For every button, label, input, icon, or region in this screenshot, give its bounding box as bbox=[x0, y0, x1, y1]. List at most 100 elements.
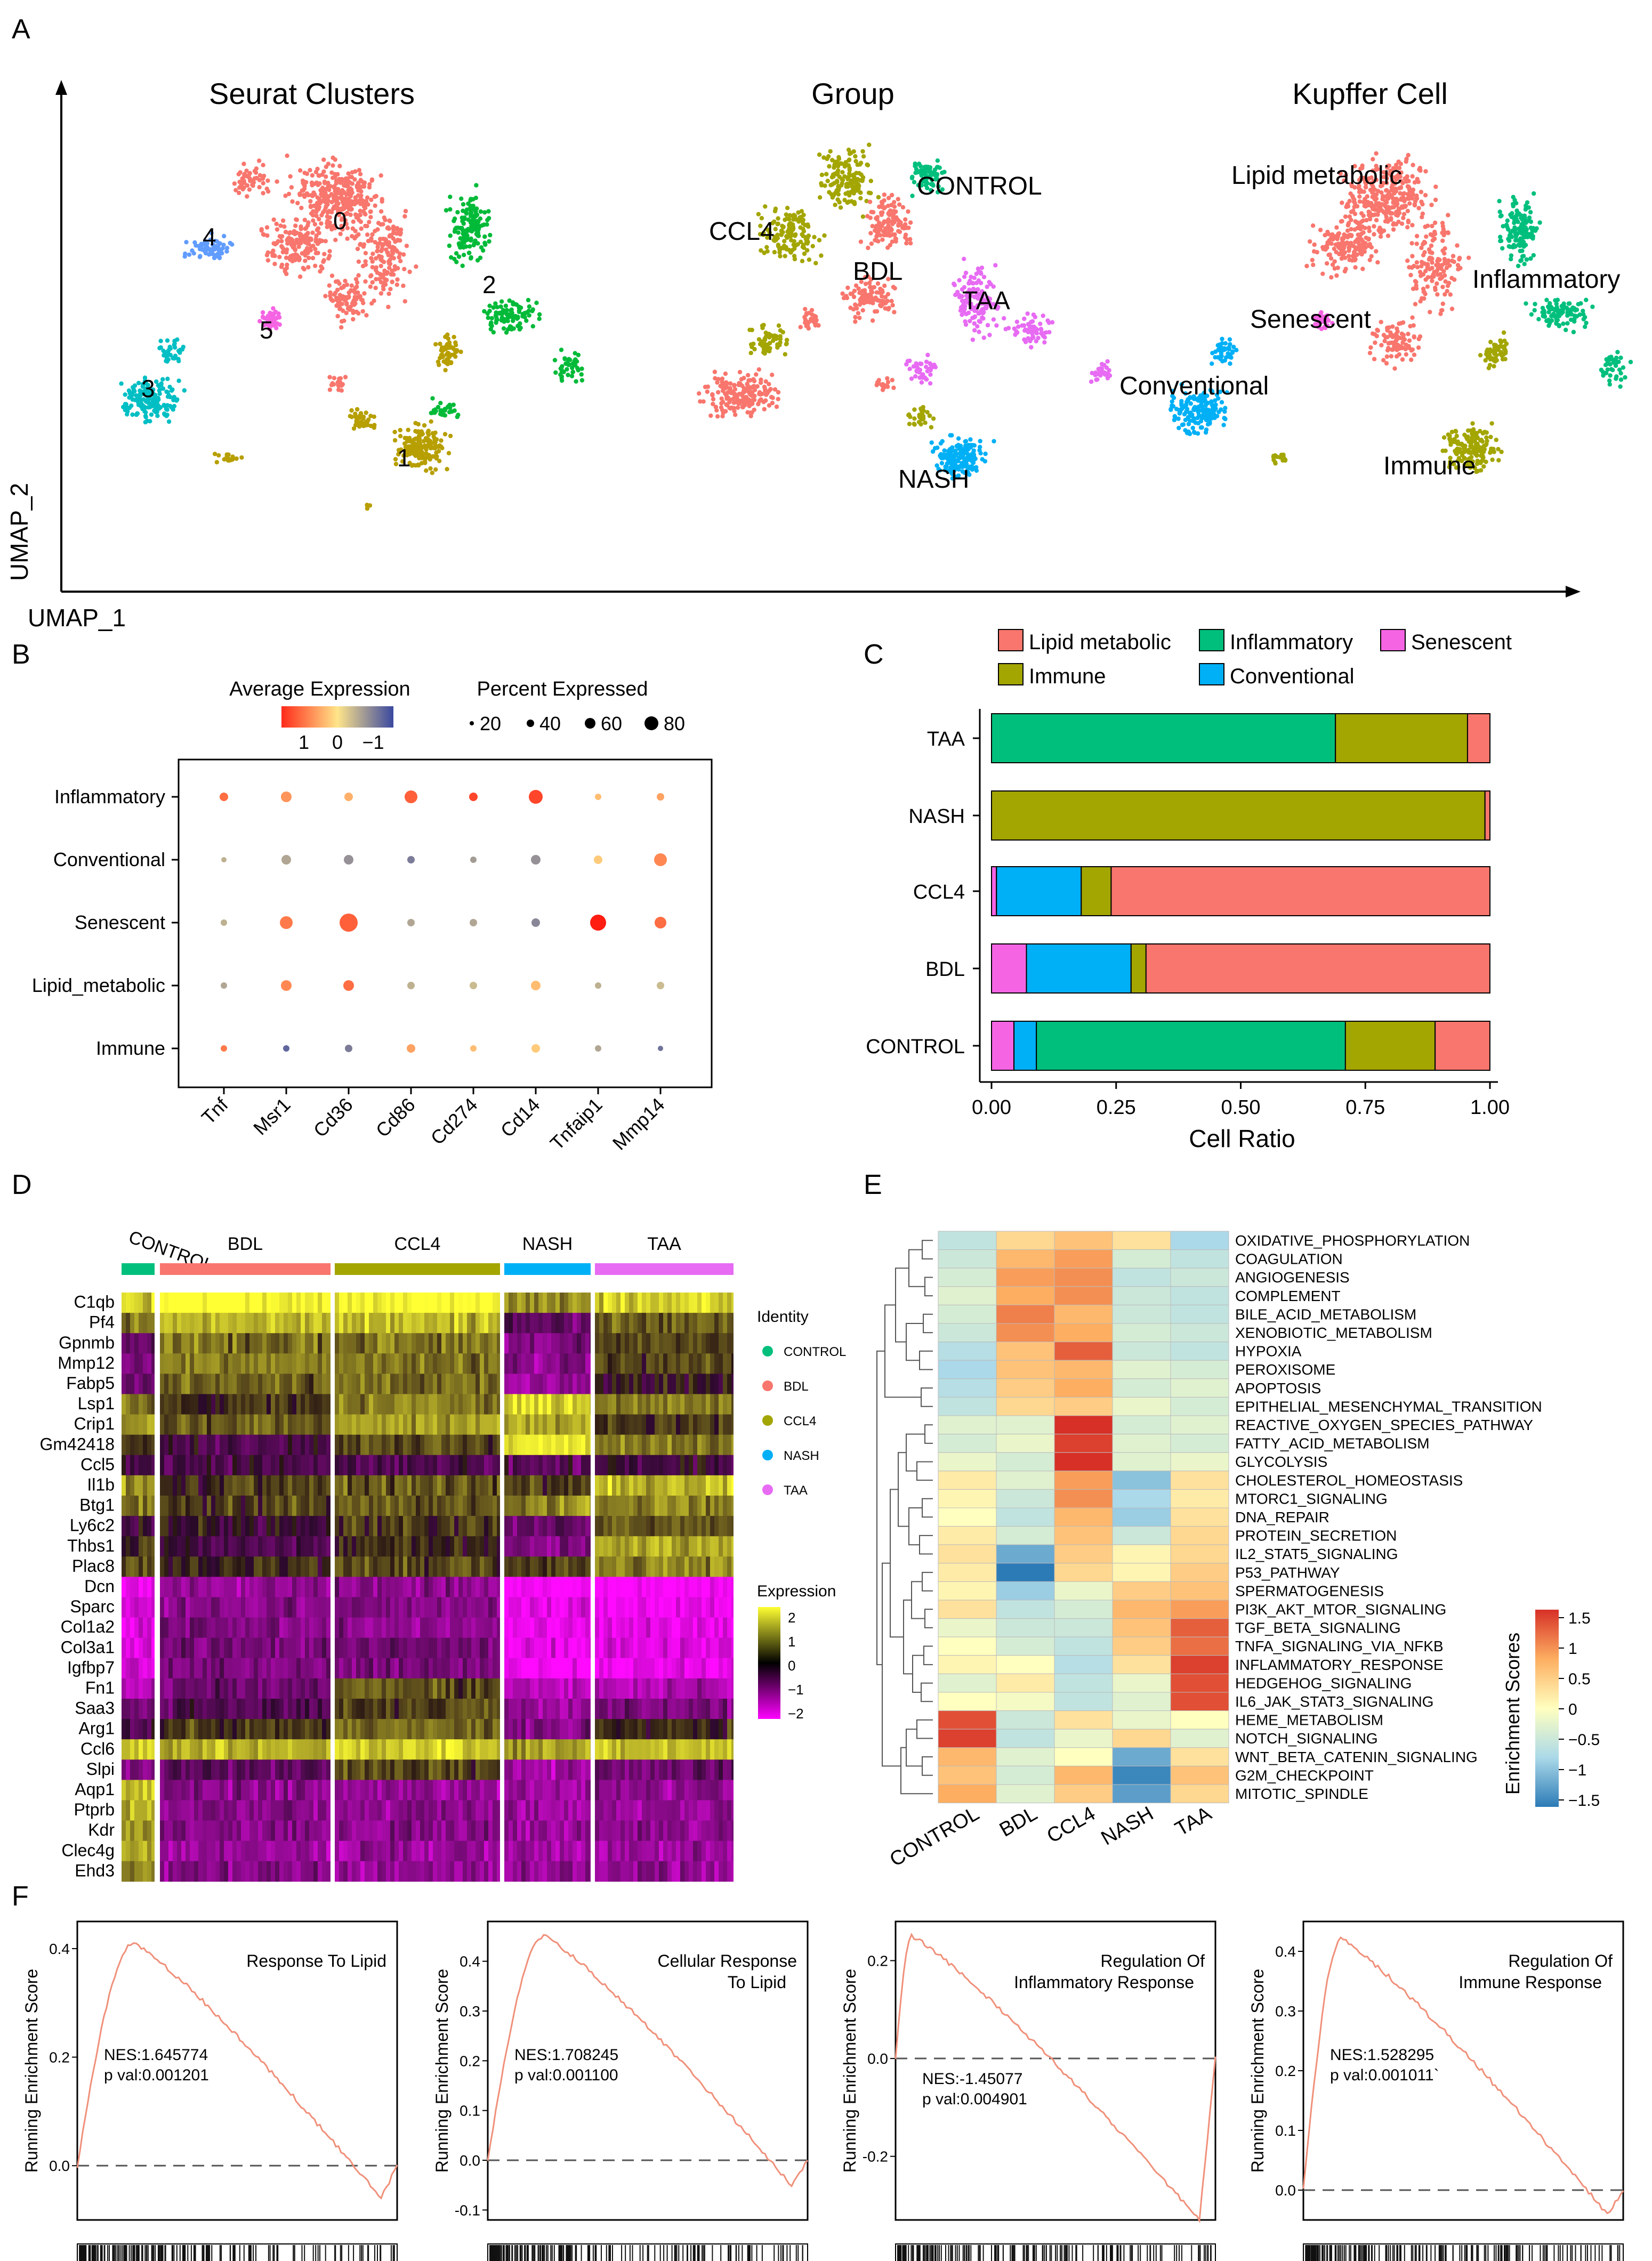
umap-point bbox=[1325, 261, 1329, 266]
umap-point bbox=[453, 354, 458, 359]
umap-point bbox=[903, 217, 908, 222]
umap-point bbox=[369, 301, 374, 306]
umap-point bbox=[1386, 341, 1391, 346]
heatmap-cell bbox=[249, 1313, 254, 1334]
umap-point bbox=[456, 254, 462, 259]
umap-point bbox=[1308, 239, 1312, 244]
umap-point bbox=[1036, 335, 1041, 341]
bar-segment bbox=[1145, 943, 1490, 994]
umap-point bbox=[1583, 324, 1587, 329]
umap-point bbox=[705, 389, 710, 394]
umap-point bbox=[925, 352, 930, 358]
umap-point bbox=[1407, 185, 1412, 190]
umap-point bbox=[453, 343, 458, 348]
heatmap-cell bbox=[143, 1313, 147, 1334]
heatmap-cell bbox=[313, 1313, 318, 1334]
dot bbox=[654, 853, 667, 866]
umap-point bbox=[1614, 376, 1618, 381]
umap-point bbox=[763, 330, 768, 335]
umap-point bbox=[160, 377, 165, 382]
umap-point bbox=[1454, 447, 1459, 453]
umap-point bbox=[1418, 299, 1423, 304]
umap-point bbox=[1192, 405, 1197, 409]
umap-point bbox=[780, 230, 785, 235]
bar-segment bbox=[991, 866, 997, 916]
umap-point bbox=[724, 381, 730, 386]
dot bbox=[470, 919, 477, 926]
heatmap-cell bbox=[237, 1313, 241, 1334]
umap-point bbox=[831, 193, 836, 198]
umap-point bbox=[1187, 431, 1192, 437]
umap-point bbox=[1498, 338, 1503, 343]
umap-point bbox=[291, 245, 295, 250]
heatmap-cell bbox=[667, 1293, 672, 1313]
heatmap-cell bbox=[262, 1313, 267, 1334]
umap-point bbox=[1329, 236, 1334, 240]
heatmap-cell bbox=[710, 1293, 714, 1313]
umap-point bbox=[940, 439, 945, 444]
umap-point bbox=[385, 225, 391, 230]
dot-row-label: Conventional bbox=[53, 849, 165, 870]
umap-point bbox=[1363, 225, 1367, 230]
umap-point bbox=[874, 309, 880, 314]
umap-point bbox=[777, 247, 782, 252]
umap-point bbox=[461, 253, 466, 257]
umap-point bbox=[1222, 346, 1227, 351]
umap-point bbox=[401, 252, 406, 257]
umap-point bbox=[708, 413, 713, 418]
dot-legend-size-label-20: 20 bbox=[480, 713, 501, 734]
cluster-label-2: 2 bbox=[482, 271, 496, 298]
umap-point bbox=[343, 176, 348, 181]
umap-point bbox=[451, 402, 456, 407]
umap-point bbox=[343, 218, 348, 223]
dot-gene-label: Tnf bbox=[197, 1093, 232, 1128]
umap-point bbox=[1342, 232, 1347, 237]
umap-point bbox=[445, 467, 449, 472]
umap-point bbox=[1423, 193, 1428, 198]
umap-point bbox=[1529, 312, 1534, 317]
umap-point bbox=[486, 316, 490, 320]
umap-point bbox=[397, 255, 401, 260]
dot-legend-color-bar bbox=[281, 706, 393, 728]
umap-point bbox=[976, 278, 981, 283]
umap-point bbox=[374, 277, 378, 281]
heatmap-cell bbox=[254, 1293, 258, 1313]
umap-point bbox=[1190, 425, 1195, 431]
heatmap-cell bbox=[403, 1313, 407, 1334]
heatmap-cell bbox=[190, 1293, 194, 1313]
heatmap-cell bbox=[420, 1293, 424, 1313]
heatmap-cell bbox=[262, 1293, 267, 1313]
umap-point bbox=[1023, 327, 1028, 332]
umap-point bbox=[933, 365, 938, 370]
heatmap-cell bbox=[194, 1293, 198, 1313]
umap-point bbox=[361, 204, 367, 209]
umap-point bbox=[321, 169, 326, 174]
umap-point bbox=[308, 205, 313, 209]
umap-point bbox=[1446, 230, 1450, 235]
umap-point bbox=[1407, 338, 1412, 343]
umap-point bbox=[327, 188, 332, 192]
umap-point bbox=[305, 223, 310, 228]
bar-legend-label-senescent: Senescent bbox=[1411, 631, 1512, 654]
heatmap-cell bbox=[526, 1293, 530, 1313]
umap-point bbox=[1275, 454, 1279, 459]
heatmap-cell bbox=[160, 1313, 164, 1334]
umap-point bbox=[980, 457, 985, 462]
umap-point bbox=[478, 255, 483, 260]
heatmap-cell bbox=[139, 1333, 143, 1354]
umap-point bbox=[914, 361, 918, 366]
heatmap-cell bbox=[164, 1293, 168, 1313]
umap-point bbox=[876, 223, 881, 229]
umap-point bbox=[800, 245, 805, 249]
umap-point bbox=[501, 318, 506, 322]
heatmap-cell bbox=[680, 1293, 684, 1313]
umap-point bbox=[1340, 200, 1344, 205]
heatmap-cell bbox=[650, 1293, 655, 1313]
umap-point bbox=[381, 222, 385, 227]
heatmap-cell bbox=[706, 1293, 710, 1313]
umap-point bbox=[1572, 313, 1577, 318]
heatmap-cell bbox=[517, 1293, 521, 1313]
umap-point bbox=[1498, 352, 1503, 357]
dot bbox=[221, 1045, 227, 1052]
